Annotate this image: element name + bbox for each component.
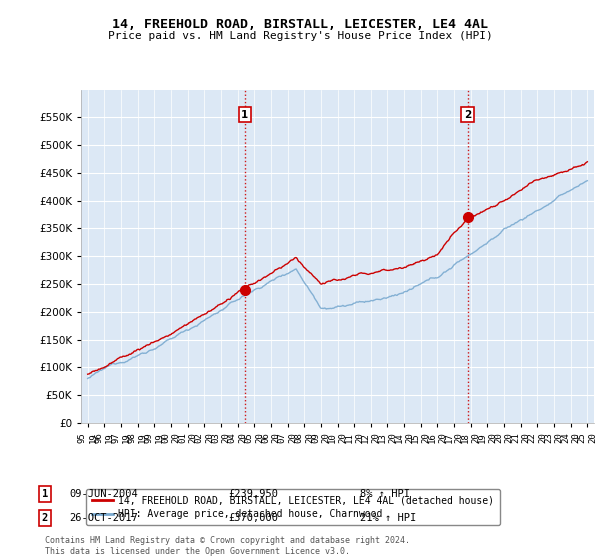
Legend: 14, FREEHOLD ROAD, BIRSTALL, LEICESTER, LE4 4AL (detached house), HPI: Average p: 14, FREEHOLD ROAD, BIRSTALL, LEICESTER, … [86,489,500,525]
Text: 21% ↑ HPI: 21% ↑ HPI [360,513,416,523]
Text: 1: 1 [42,489,48,499]
Text: £370,000: £370,000 [228,513,278,523]
Text: Contains HM Land Registry data © Crown copyright and database right 2024.
This d: Contains HM Land Registry data © Crown c… [45,536,410,556]
Text: 14, FREEHOLD ROAD, BIRSTALL, LEICESTER, LE4 4AL: 14, FREEHOLD ROAD, BIRSTALL, LEICESTER, … [112,18,488,31]
Text: 8% ↑ HPI: 8% ↑ HPI [360,489,410,499]
Text: 26-OCT-2017: 26-OCT-2017 [69,513,138,523]
Text: Price paid vs. HM Land Registry's House Price Index (HPI): Price paid vs. HM Land Registry's House … [107,31,493,41]
Text: 2: 2 [464,110,471,120]
Text: 09-JUN-2004: 09-JUN-2004 [69,489,138,499]
Text: 1: 1 [241,110,248,120]
Text: 2: 2 [42,513,48,523]
Text: £239,950: £239,950 [228,489,278,499]
